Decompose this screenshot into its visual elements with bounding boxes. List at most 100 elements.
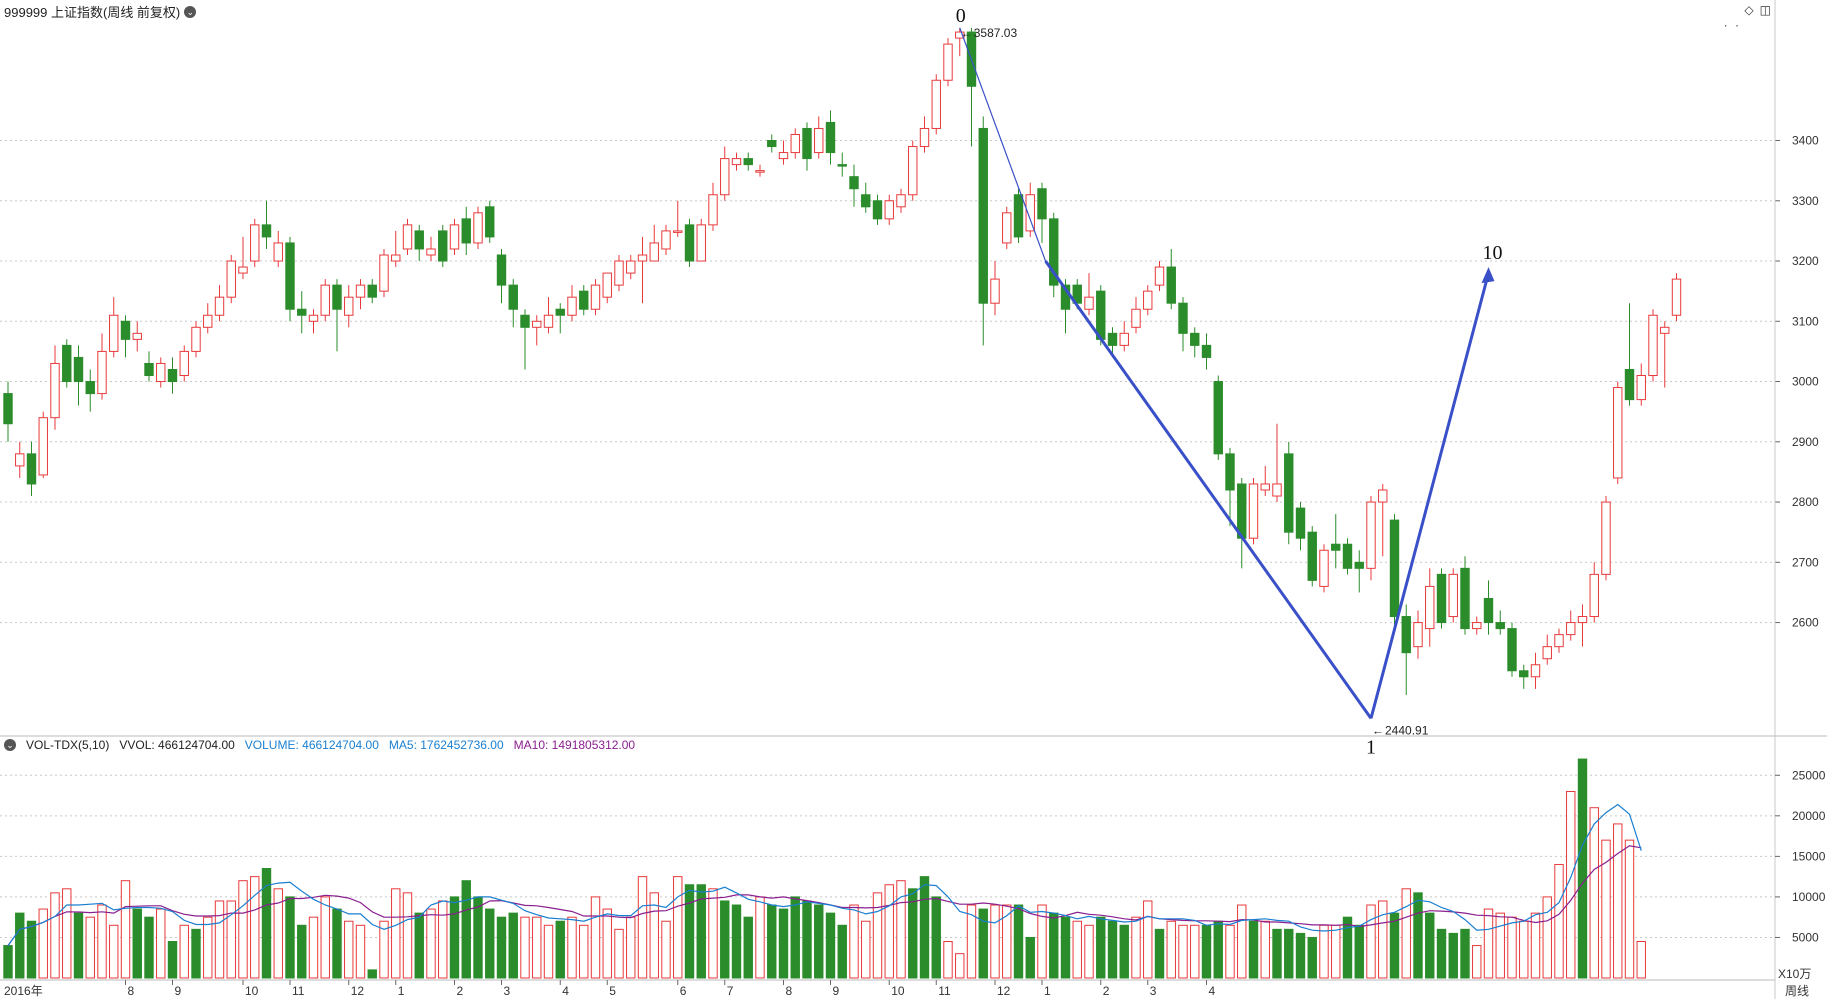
volume-bar-down — [73, 912, 84, 979]
candle-up — [1413, 622, 1423, 648]
candle-down — [261, 224, 272, 238]
candle-up — [696, 224, 706, 262]
price-tick-label: 2800 — [1792, 495, 1819, 509]
time-tick-label: 10 — [891, 984, 905, 998]
time-tick-label: 12 — [997, 984, 1011, 998]
candle-down — [461, 218, 471, 244]
volume-bar-up — [226, 900, 236, 979]
volume-bar-down — [919, 876, 930, 979]
candle-up — [755, 170, 765, 173]
candle-up — [426, 248, 436, 256]
volume-bar-down — [285, 896, 295, 979]
volume-bar-up — [402, 892, 413, 979]
price-axis: 3400 3300 3200 3100 3000 2900 2800 2700 2600 — [1775, 134, 1819, 630]
volume-bar-down — [191, 928, 201, 979]
volume-bar-down — [1248, 920, 1259, 979]
time-tick-label: 10 — [245, 984, 259, 998]
time-tick-label: 11 — [938, 984, 951, 998]
time-tick-label: 4 — [562, 984, 569, 998]
candle-down — [861, 194, 871, 208]
indicator-name[interactable]: VOL-TDX(5,10) — [26, 738, 110, 752]
chevron-down-icon[interactable]: ⌄ — [4, 739, 16, 751]
volume-bar-down — [414, 912, 424, 979]
candle-up — [226, 260, 236, 298]
volume-tick-label: 20000 — [1792, 809, 1826, 823]
volume-bar-up — [637, 876, 648, 979]
volume-bar-down — [15, 912, 25, 979]
ma5-value: MA5: 1762452736.00 — [388, 738, 504, 752]
volume-bar-up — [966, 904, 977, 979]
trend-lines — [959, 27, 1495, 720]
volume-bar-down — [1272, 928, 1282, 979]
volume-bar-up — [567, 916, 577, 979]
candle-up — [1589, 573, 1599, 618]
volume-tick-label: 25000 — [1792, 768, 1826, 782]
time-tick-label: 4 — [1209, 984, 1216, 998]
time-tick-label: 12 — [351, 984, 365, 998]
volume-bar-up — [1542, 896, 1552, 979]
volume-bar-down — [931, 896, 941, 979]
volume-bar-up — [543, 924, 554, 979]
price-tick-label: 2600 — [1792, 616, 1819, 630]
volume-bar-down — [696, 884, 706, 979]
candle-down — [414, 230, 424, 250]
volume-bar-down — [767, 904, 777, 979]
volume-tick-label: 15000 — [1792, 849, 1826, 863]
volume-bar-down — [978, 908, 988, 979]
candle-down — [1213, 381, 1223, 455]
candle-down — [285, 242, 295, 310]
volume-bar-down — [1448, 932, 1458, 979]
volume-bar-up — [1378, 900, 1388, 979]
time-tick-label: 3 — [504, 984, 511, 998]
volume-bar-up — [1519, 920, 1529, 979]
arrow-head-icon — [1481, 267, 1495, 284]
window-toggle-icon[interactable]: ◫ — [1759, 3, 1771, 17]
dots-icon[interactable]: · · — [1723, 18, 1741, 32]
candle-down — [555, 308, 565, 316]
candle-up — [1542, 646, 1552, 660]
candle-up — [1601, 501, 1611, 575]
candle-up — [50, 362, 60, 419]
time-tick-label: 9 — [175, 984, 182, 998]
volume-bar-up — [520, 916, 530, 979]
candle-up — [1577, 616, 1588, 624]
candle-down — [120, 320, 131, 340]
volume-bar-up — [955, 953, 965, 979]
candle-down — [849, 176, 859, 190]
volume-bar-up — [50, 892, 60, 979]
volume-bar-down — [485, 908, 495, 979]
volume-bar-down — [367, 969, 377, 979]
volume-bar-down — [1425, 912, 1435, 979]
candle-down — [837, 164, 847, 167]
period-label: 周线 — [1785, 984, 1809, 998]
candle-down — [1178, 302, 1188, 334]
candle-down — [1190, 332, 1200, 346]
volume-bar-down — [814, 904, 824, 979]
volume-bar-down — [1577, 758, 1588, 979]
chevron-down-icon[interactable]: ⌄ — [184, 5, 197, 18]
candle-up — [1366, 501, 1376, 569]
volume-bar-up — [755, 896, 765, 979]
diamond-icon[interactable]: ◇ — [1744, 3, 1754, 17]
candle-up — [1378, 489, 1388, 503]
candle-down — [743, 158, 753, 166]
candle-up — [97, 350, 107, 395]
candle-up — [1530, 664, 1541, 678]
time-axis: 2016年 8 9 10 11 12 1 2 3 4 5 6 7 8 9 10 11 12 1 2 3 4 周线 — [4, 980, 1809, 998]
volume-bar-up — [1613, 823, 1623, 979]
volume-bar-down — [743, 916, 753, 979]
volume-bar-down — [1096, 916, 1106, 979]
volume-bar-up — [379, 920, 389, 979]
volume-bar-up — [872, 892, 883, 979]
candle-up — [109, 314, 119, 352]
candle-up — [708, 194, 718, 226]
candle-up — [132, 332, 142, 340]
trend-line-down — [1044, 260, 1373, 720]
high-price-label: 3587.03 — [974, 26, 1018, 40]
volume-bar-up — [156, 908, 166, 979]
candle-up — [344, 296, 354, 316]
candle-up — [1660, 326, 1670, 334]
volume-bar-up — [1366, 904, 1376, 979]
